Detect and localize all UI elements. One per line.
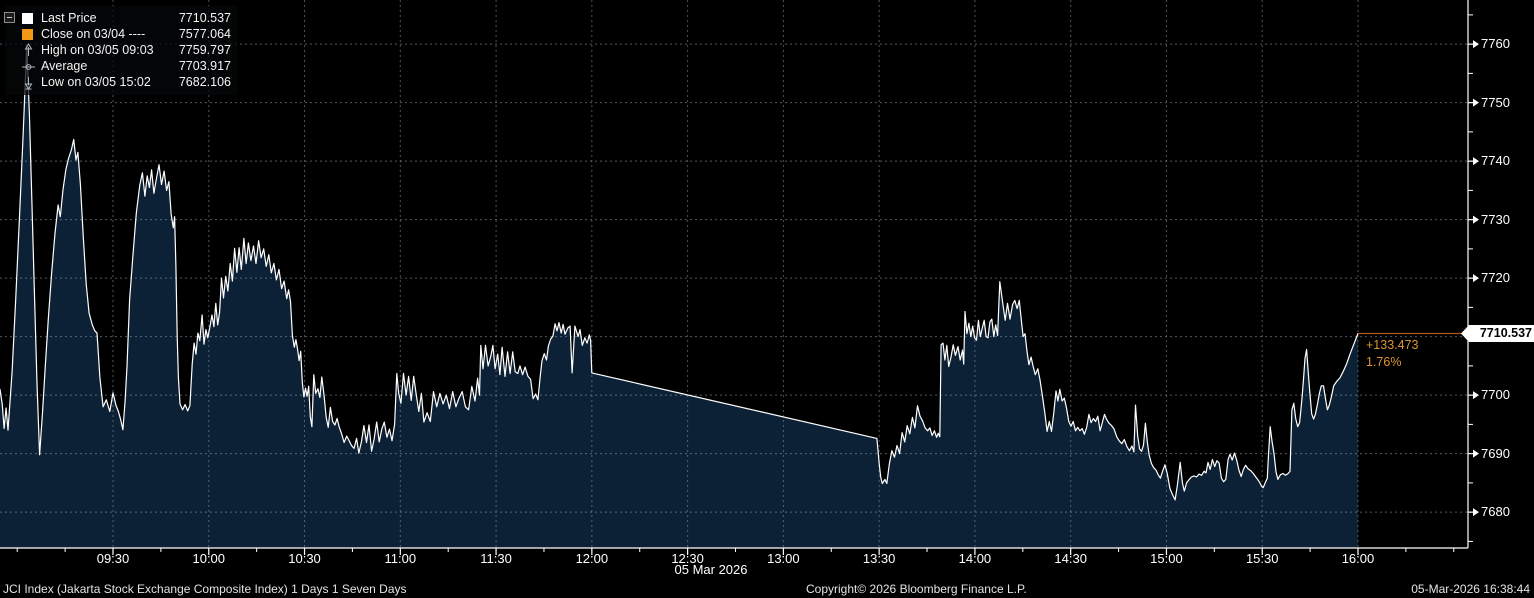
y-tick-arrow-icon	[1473, 157, 1479, 166]
timestamp: 05-Mar-2026 16:38:44	[1411, 582, 1530, 596]
y-axis-label: 7690	[1481, 445, 1510, 461]
y-axis-label: 7700	[1481, 387, 1510, 403]
legend-row-low[interactable]: Low on 03/05 15:02 7682.106	[9, 74, 233, 90]
legend-label: High on 03/05 09:03	[41, 43, 154, 57]
high-arrow-icon	[22, 42, 35, 56]
x-axis-label: 15:00	[1150, 551, 1183, 566]
last-price-swatch-icon	[22, 12, 35, 24]
legend-value: 7682.106	[178, 75, 231, 89]
x-axis-label: 12:00	[575, 551, 609, 566]
legend-label: Close on 03/04 ----	[41, 27, 146, 41]
y-tick-arrow-icon	[1473, 215, 1479, 224]
x-axis-label: 15:30	[1245, 551, 1279, 566]
low-arrow-icon	[22, 76, 35, 90]
legend-label: Low on 03/05 15:02	[41, 75, 151, 89]
change-annotation: +133.473 1.76%	[1366, 337, 1418, 371]
legend-value: 7703.917	[178, 59, 231, 73]
legend-row-close[interactable]: Close on 03/04 ---- 7577.064	[9, 26, 233, 42]
footer: JCI Index (Jakarta Stock Exchange Compos…	[0, 579, 1534, 598]
close-swatch-icon	[22, 28, 35, 40]
copyright-notice: Copyright© 2026 Bloomberg Finance L.P.	[806, 582, 1027, 596]
y-tick-arrow-icon	[1473, 391, 1479, 400]
x-axis-label: 14:00	[958, 551, 992, 566]
x-axis-label: 13:00	[767, 551, 800, 566]
x-axis-label: 12:30	[671, 551, 704, 566]
legend-value: 7577.064	[178, 27, 231, 41]
y-axis-label: 7680	[1481, 504, 1510, 520]
x-axis-label: 14:30	[1054, 551, 1087, 566]
security-description: JCI Index (Jakarta Stock Exchange Compos…	[3, 582, 407, 596]
y-tick-arrow-icon	[1473, 98, 1479, 107]
y-axis-label: 7760	[1481, 36, 1510, 52]
x-axis-label: 09:30	[96, 551, 130, 566]
y-tick-arrow-icon	[1473, 274, 1479, 283]
x-axis-label: 11:00	[384, 551, 417, 566]
legend-label: Last Price	[41, 11, 97, 25]
x-axis-label: 13:30	[862, 551, 896, 566]
price-area-fill	[0, 45, 1358, 549]
net-change: +133.473	[1366, 338, 1419, 352]
legend-label: Average	[41, 59, 88, 73]
x-axis-label: 10:30	[288, 551, 321, 566]
date-label: 05 Mar 2026	[674, 562, 748, 577]
y-tick-arrow-icon	[1473, 40, 1479, 49]
pct-change: 1.76%	[1366, 355, 1402, 369]
y-axis-label: 7720	[1481, 270, 1510, 286]
average-marker-icon	[22, 61, 35, 72]
legend-row-high[interactable]: High on 03/05 09:03 7759.797	[9, 42, 233, 58]
y-axis-label: 7750	[1481, 94, 1510, 110]
legend-row-average[interactable]: Average 7703.917	[9, 58, 233, 74]
y-axis-label: 7740	[1481, 153, 1510, 169]
x-axis-label: 11:30	[480, 551, 512, 566]
legend-value: 7759.797	[178, 43, 231, 57]
legend-collapse-icon[interactable]	[4, 12, 15, 23]
x-axis-label: 16:00	[1341, 551, 1375, 566]
y-tick-arrow-icon	[1473, 449, 1479, 458]
last-price-flag: 7710.537	[1461, 325, 1534, 342]
y-tick-arrow-icon	[1473, 508, 1479, 517]
legend-value: 7710.537	[178, 11, 231, 25]
price-line	[0, 44, 1359, 501]
legend: Last Price 7710.537 Close on 03/04 ---- …	[5, 6, 237, 95]
legend-row-last-price[interactable]: Last Price 7710.537	[9, 10, 233, 26]
y-axis-label: 7730	[1481, 211, 1510, 227]
x-axis-label: 10:00	[192, 551, 226, 566]
